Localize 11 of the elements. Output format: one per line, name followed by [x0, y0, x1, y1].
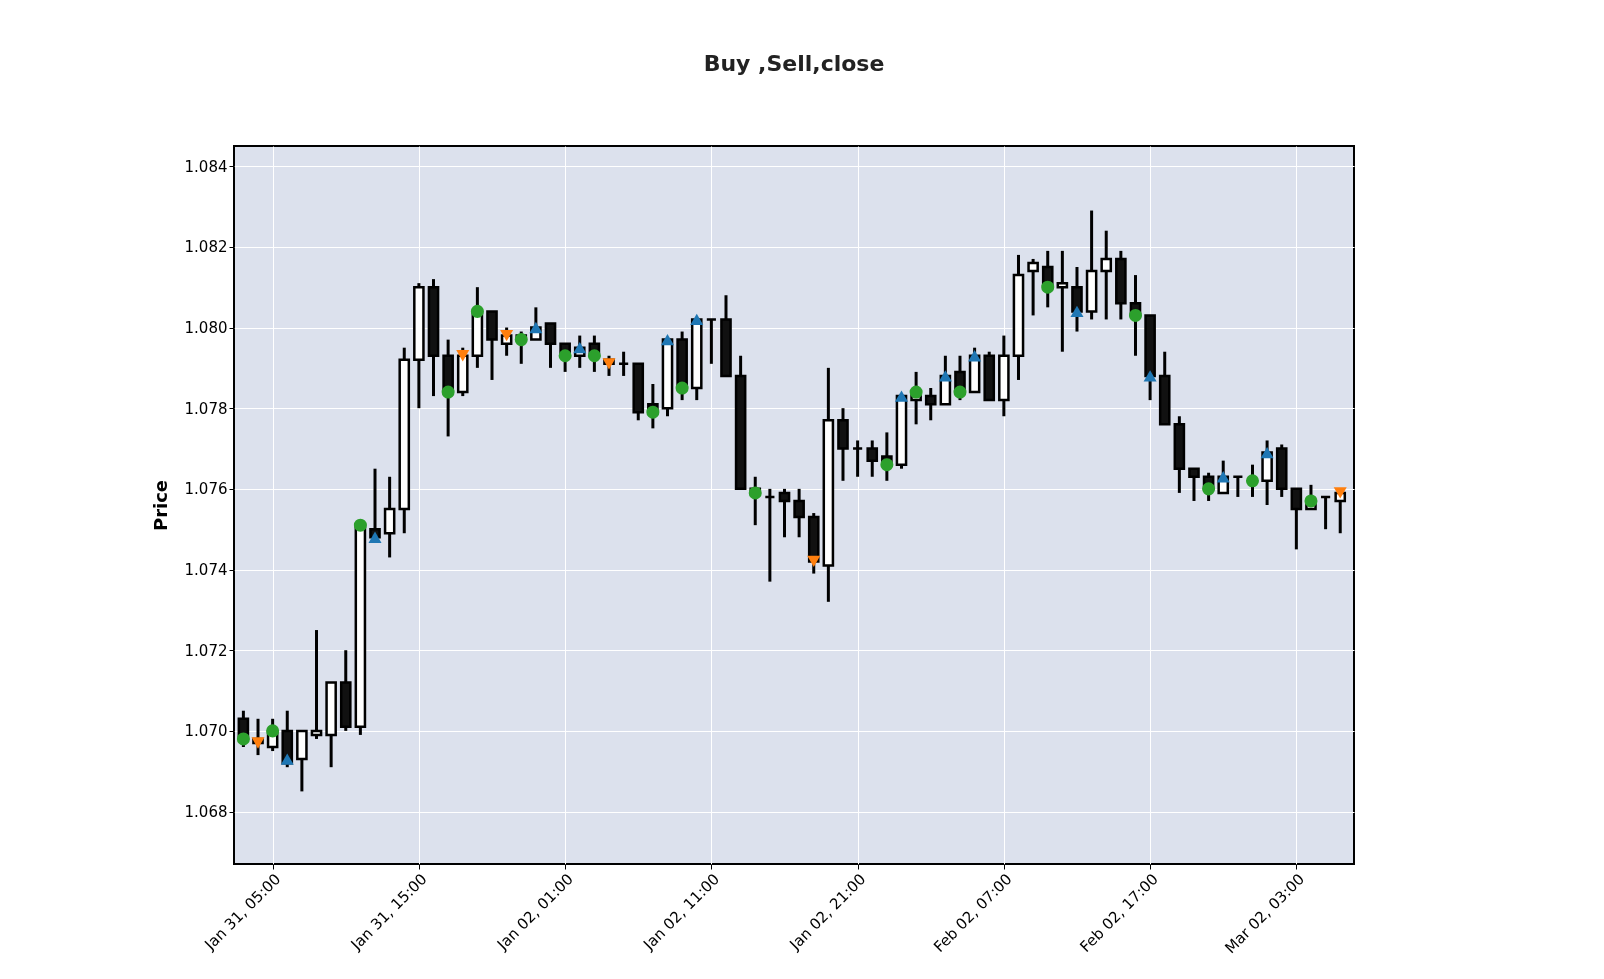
- y-tick-label: 1.068: [184, 803, 228, 822]
- y-tick-label: 1.070: [184, 722, 228, 741]
- y-tick-label: 1.074: [184, 561, 228, 580]
- chart-title: Buy ,Sell,close: [703, 51, 885, 76]
- y-tick-label: 1.082: [184, 238, 228, 257]
- y-tick-label: 1.076: [184, 480, 228, 499]
- y-tick-label: 1.084: [184, 157, 228, 176]
- y-tick-label: 1.078: [184, 399, 228, 418]
- y-tick-label: 1.072: [184, 641, 228, 660]
- y-axis-title: Price: [149, 479, 171, 532]
- y-tick-label: 1.080: [184, 319, 228, 338]
